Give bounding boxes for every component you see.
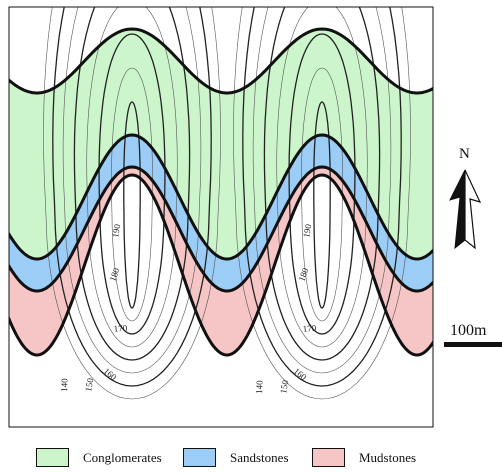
legend-swatch-conglomerates [36,448,69,467]
scale-bar-line [444,342,502,347]
legend-label-sandstones: Sandstones [230,449,289,465]
contour-label-140: 140 [254,380,264,394]
contour-line [123,101,141,309]
conglomerates-sandstones-boundary [9,133,433,261]
scale-label: 100m [450,322,487,339]
contour-label-140: 140 [59,378,69,392]
contour-line [288,33,356,335]
geologic-boundaries [9,27,433,357]
contour-line [73,7,191,361]
scale-bar: 100m [444,322,502,347]
contour-label-170: 170 [113,323,128,334]
contour-line [252,7,392,374]
geologic-map: 190 180 170 160 150 140 190 180 170 160 … [8,6,502,428]
contour-line [276,7,368,348]
contour-line [263,7,381,361]
sandstones-unit [9,135,433,291]
conglomerates-unit [9,29,433,259]
legend: Conglomerates Sandstones Mudstones [0,448,502,474]
legend-item-conglomerates: Conglomerates [36,448,162,467]
legend-swatch-sandstones [183,448,216,467]
north-arrow-icon [464,169,482,250]
topographic-contours [43,7,411,400]
north-arrow: N [449,146,482,250]
mudstones-base-boundary [9,173,433,357]
legend-label-conglomerates: Conglomerates [83,449,162,465]
north-label: N [459,146,470,162]
mudstones-unit [9,167,433,355]
contour-line [86,7,178,348]
contour-line [62,7,202,374]
contour-label-150: 150 [278,379,290,395]
legend-label-mudstones: Mudstones [359,449,417,465]
legend-item-sandstones: Sandstones [183,448,289,467]
map-frame [8,6,434,428]
contour-line [52,7,212,387]
contour-line [98,33,166,335]
contour-line [242,7,402,387]
contour-label-190: 190 [301,223,313,239]
legend-item-mudstones: Mudstones [312,448,416,467]
contour-label-170: 170 [302,323,317,334]
contour-line [233,7,411,400]
contour-label-180: 180 [296,266,310,283]
contour-line [111,67,153,322]
sandstones-mudstones-boundary [9,165,433,293]
contour-line [43,7,221,400]
contour-label-150: 150 [83,377,95,393]
contour-line [301,67,343,322]
contour-line [313,101,331,309]
contour-label-180: 180 [107,266,121,283]
north-arrow-shade [449,169,466,250]
conglomerates-top-boundary [9,27,433,95]
contour-label-190: 190 [110,223,122,239]
legend-swatch-mudstones [312,448,345,467]
